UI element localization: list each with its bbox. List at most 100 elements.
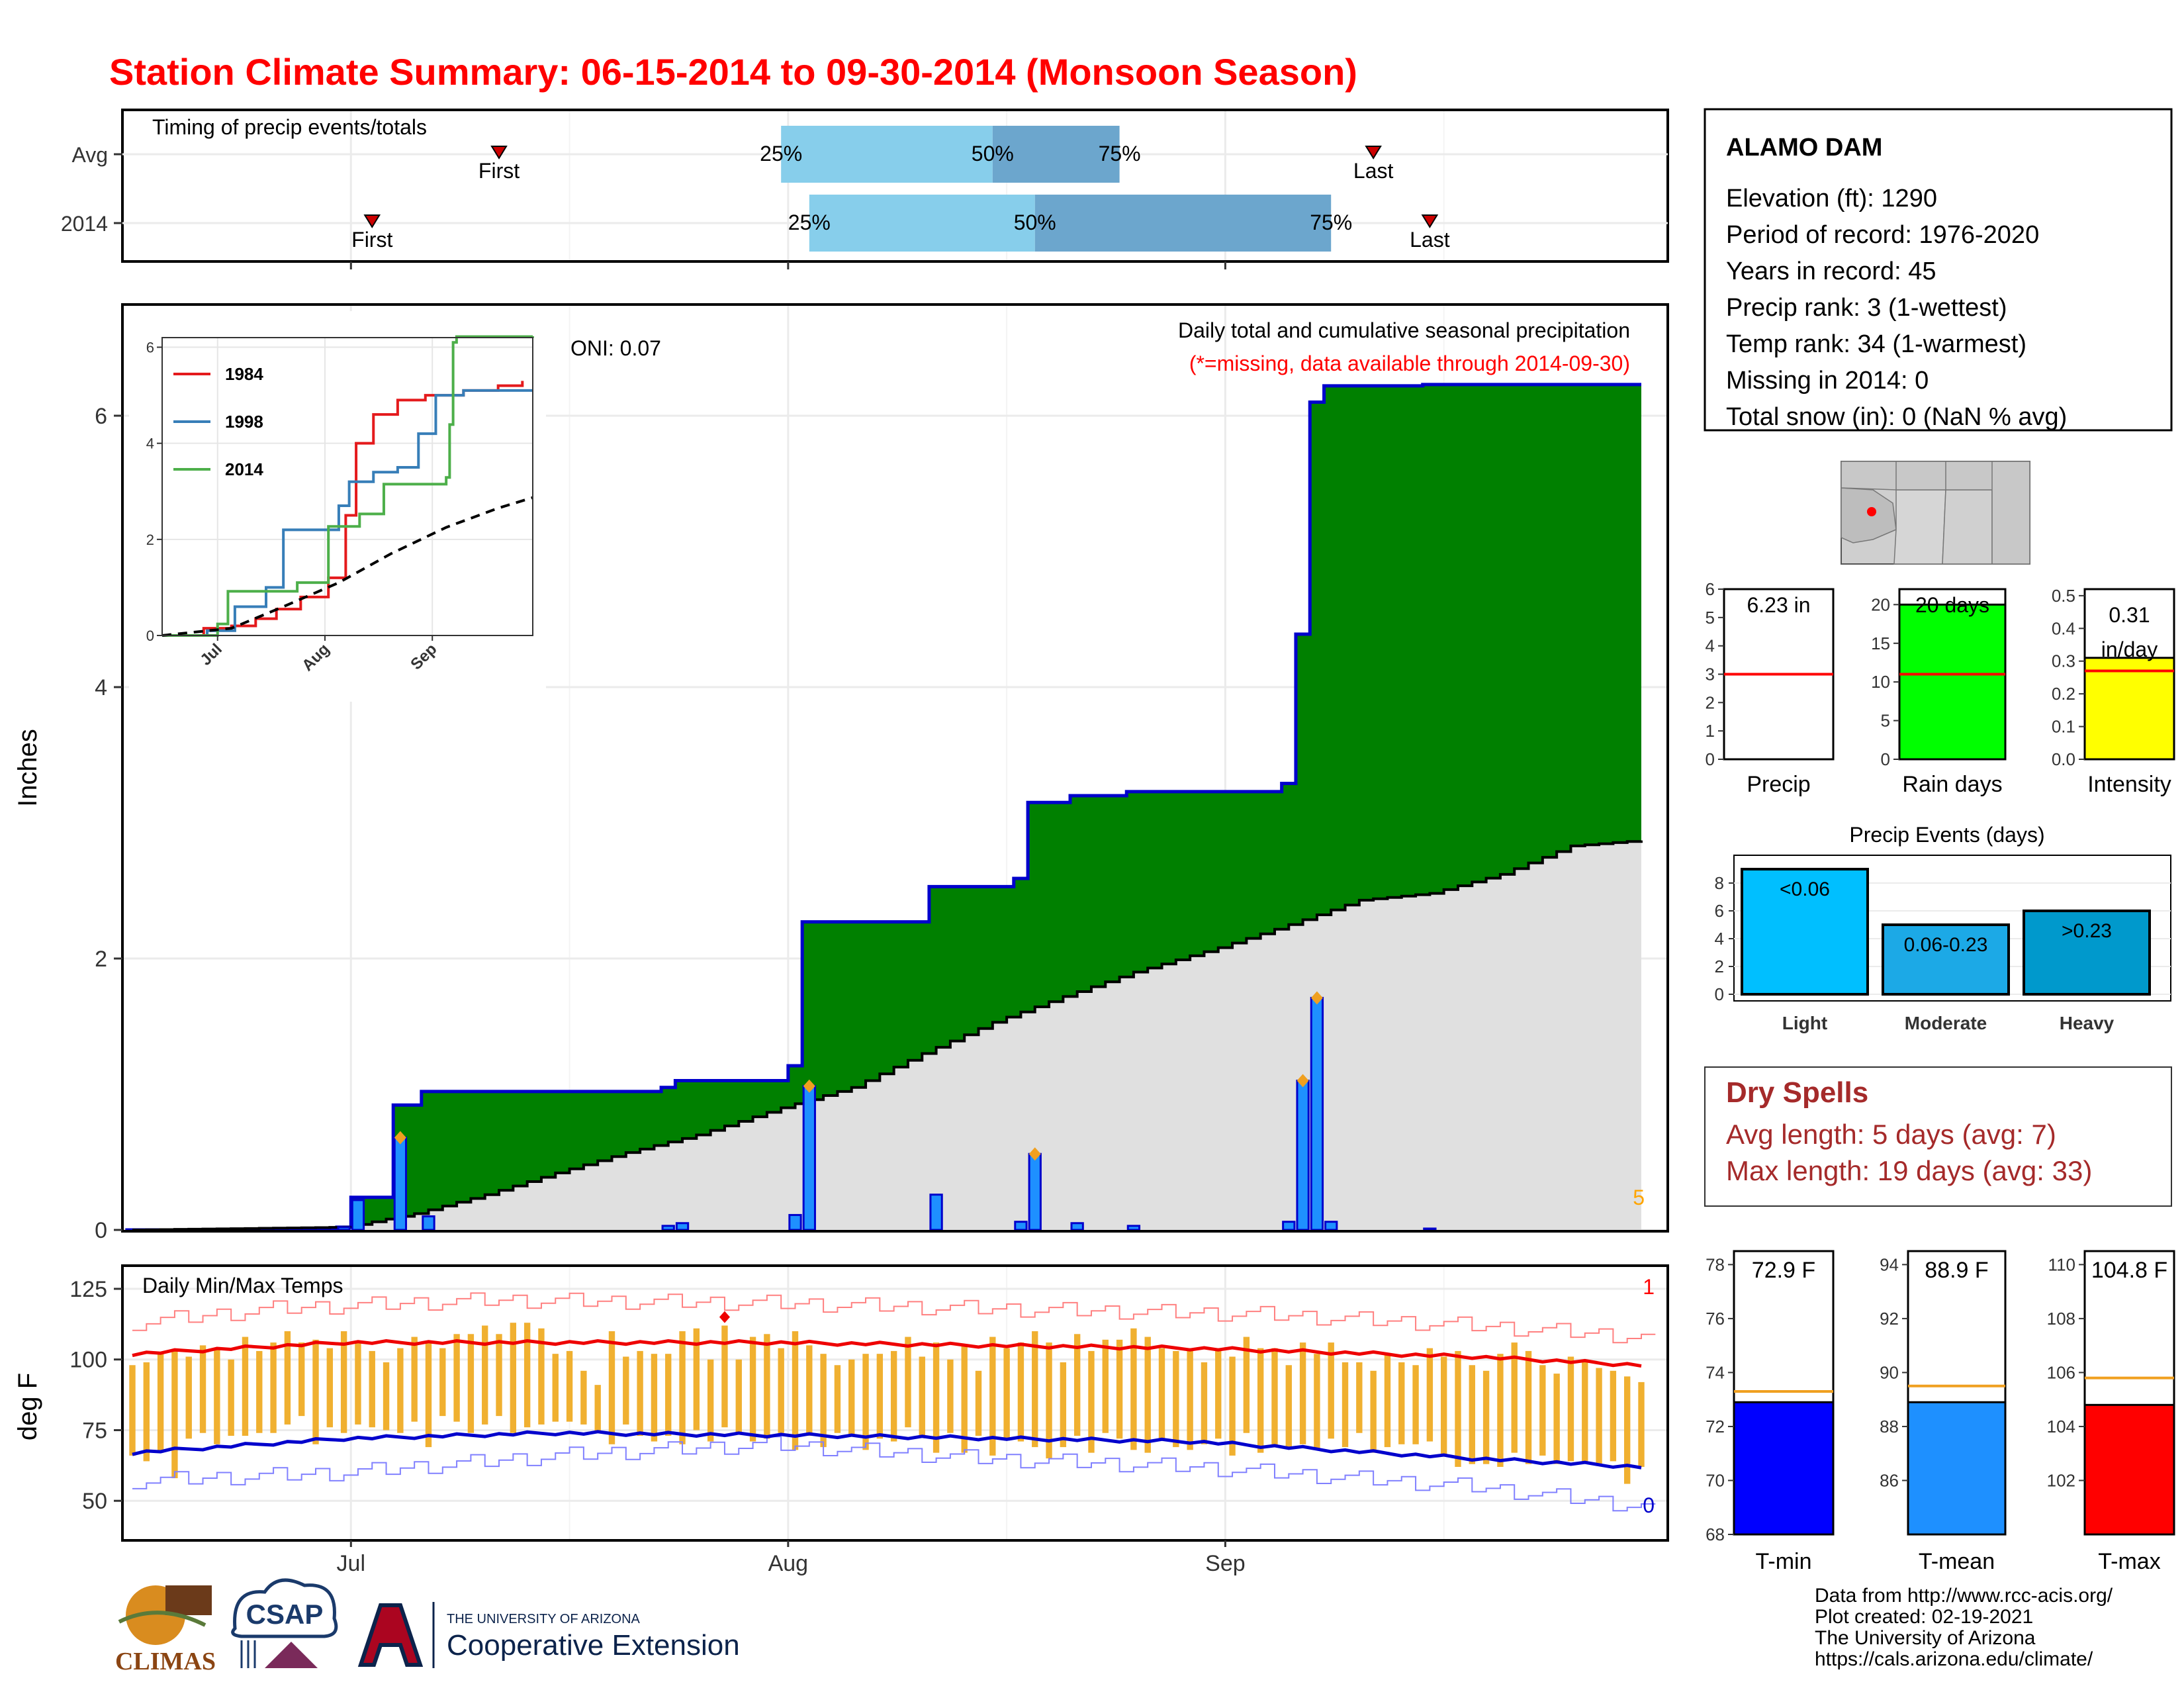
- precip-events-title: Precip Events (days): [1849, 823, 2044, 847]
- temp-y-label: 100: [69, 1348, 107, 1373]
- map-arizona: [1893, 489, 1946, 565]
- temp-daily-bar: [1638, 1382, 1645, 1467]
- temp-daily-bar: [1158, 1348, 1165, 1439]
- temp-summary-bars: 72.9 F 68 70 72 74 76 78 T-min 88.9 F 86 88 90 92 94 T…: [1706, 1250, 2175, 1574]
- temp-daily-bar: [538, 1328, 545, 1425]
- timing-row-label: 2014: [61, 212, 108, 236]
- normal-max-line: [132, 1339, 1642, 1368]
- summary-value-label: 6.23 in: [1747, 593, 1810, 617]
- temp-daily-bar: [453, 1334, 460, 1422]
- temp-daily-bar: [1116, 1339, 1123, 1439]
- station-box: [1704, 108, 2173, 432]
- daily-precip-bar: [393, 1137, 408, 1231]
- timing-p25-label: 25%: [788, 211, 831, 234]
- events-bar-label: Moderate: [1905, 1013, 1987, 1033]
- temp-daily-bar: [397, 1348, 404, 1433]
- dry-spells: Dry Spells Avg length: 5 days (avg: 7) M…: [1704, 1066, 2172, 1207]
- map-california: [1841, 487, 1897, 543]
- temp-daily-bar: [1243, 1336, 1250, 1433]
- cumulative-average-area: [132, 840, 1641, 1230]
- daily-precip-bar: [929, 1194, 943, 1231]
- temp-daily-bar: [1173, 1350, 1179, 1448]
- timing-last-marker: [1421, 214, 1439, 228]
- timing-q25-q50-bar: [809, 195, 1035, 252]
- daily-precip-bars: [337, 996, 1437, 1231]
- y-tick-label: 4: [95, 675, 107, 700]
- daily-precip-bar: [337, 1226, 351, 1231]
- temp-title: Daily Min/Max Temps: [142, 1274, 343, 1297]
- temp-daily-bar: [1229, 1356, 1236, 1456]
- daily-precip-bar: [1070, 1222, 1084, 1231]
- temp-daily-bar: [157, 1354, 164, 1453]
- temp-frame: [121, 1264, 1669, 1542]
- daily-precip-bar: [422, 1215, 435, 1231]
- temp-y-axis: 50 75 100 125: [69, 1277, 122, 1514]
- station-details: Elevation (ft): 1290 Period of record: 19…: [1726, 185, 2067, 431]
- temp-daily-bar: [1426, 1348, 1433, 1442]
- temp-daily-bar: [820, 1354, 827, 1448]
- temp-daily-bar: [298, 1342, 305, 1417]
- temp-daily-bar: [256, 1350, 263, 1433]
- inset-series-line: [162, 335, 534, 637]
- summary-y-label: 0: [1706, 749, 1715, 769]
- temp-daily-bar: [171, 1350, 178, 1479]
- precip-panel: 0 2 4 6 Inches ONI: 0.07 Daily total and cu…: [13, 303, 1669, 1243]
- station-detail-line: Total snow (in): 0 (NaN % avg): [1726, 403, 2067, 431]
- temp-daily-bar: [340, 1331, 347, 1433]
- temp-daily-bar: [1187, 1348, 1193, 1450]
- events-bar-moderate: [1882, 923, 2010, 996]
- record-temp-marker: [719, 1311, 730, 1323]
- temp-y-label: deg F: [13, 1373, 42, 1440]
- temp-daily-bar: [1046, 1342, 1052, 1459]
- temp-daily-bar: [608, 1331, 615, 1444]
- temp-daily-bar: [1144, 1336, 1151, 1453]
- inset-y-label: 6: [146, 340, 154, 356]
- temp-daily-bar: [185, 1356, 192, 1439]
- temp-daily-bar: [411, 1336, 418, 1422]
- temp-daily-bar: [1271, 1348, 1278, 1448]
- summary-y-label: 2: [1706, 692, 1715, 712]
- temp-daily-bar: [1215, 1348, 1222, 1439]
- temp-daily-bar: [1525, 1350, 1532, 1464]
- temp-summary-y-label: 88: [1880, 1417, 1899, 1436]
- timing-p50-label: 50%: [972, 142, 1014, 165]
- temp-summary-label: T-max: [2098, 1549, 2160, 1574]
- temp-summary-fill: [2083, 1403, 2175, 1536]
- temp-summary-y-label: 78: [1706, 1254, 1725, 1274]
- temp-summary-y-label: 92: [1880, 1309, 1899, 1329]
- temp-daily-bar: [284, 1331, 291, 1425]
- timing-last-label: Last: [1353, 159, 1394, 183]
- timing-q50-q75-bar: [1034, 195, 1332, 252]
- temp-daily-bar: [919, 1356, 925, 1436]
- summary-value-label: 20 days: [1915, 593, 1989, 617]
- temp-panel: 50 75 100 125 Jul Aug Sep deg F Daily Min/Max…: [13, 1264, 1669, 1576]
- daily-precip-bar: [675, 1222, 690, 1231]
- temp-daily-bar: [1384, 1354, 1391, 1448]
- footer-line: https://cals.arizona.edu/climate/: [1815, 1648, 2093, 1670]
- csap-text: CSAP: [246, 1599, 324, 1630]
- ua-logo: THE UNIVERSITY OF ARIZONA Cooperative Ex…: [357, 1602, 740, 1668]
- csap-logo: CSAP: [231, 1578, 338, 1668]
- temp-daily-bar: [792, 1331, 799, 1450]
- summary-y-label: 20: [1871, 594, 1890, 614]
- station-detail-line: Precip rank: 3 (1-wettest): [1726, 294, 2007, 322]
- summary-y-label: 3: [1706, 665, 1715, 684]
- summary-y-label: 1: [1706, 721, 1715, 741]
- temp-daily-bar: [1017, 1342, 1024, 1442]
- timing-p75-label: 75%: [1099, 142, 1141, 165]
- temp-daily-bar: [580, 1370, 587, 1425]
- y-tick-label: 6: [95, 404, 107, 429]
- temp-daily-bar: [1130, 1328, 1137, 1450]
- temp-daily-bar: [1455, 1350, 1461, 1467]
- station-location-marker: [1867, 507, 1876, 516]
- record-precip-marker: [1310, 991, 1323, 1005]
- daily-precip-bar: [1028, 1152, 1042, 1231]
- temp-daily-bar: [242, 1336, 249, 1436]
- temp-daily-bar: [1088, 1350, 1095, 1453]
- events-bar-value: <0.06: [1780, 878, 1830, 900]
- events-bar-value: >0.23: [2062, 920, 2112, 942]
- temp-summary-y-label: 94: [1880, 1254, 1899, 1274]
- temp-y-label: 50: [82, 1489, 107, 1514]
- precip-y-axis: 0 2 4 6: [95, 404, 122, 1243]
- temp-daily-bar: [1497, 1354, 1504, 1467]
